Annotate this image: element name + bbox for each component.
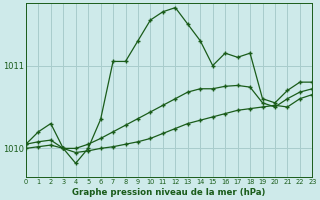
X-axis label: Graphe pression niveau de la mer (hPa): Graphe pression niveau de la mer (hPa) — [72, 188, 266, 197]
